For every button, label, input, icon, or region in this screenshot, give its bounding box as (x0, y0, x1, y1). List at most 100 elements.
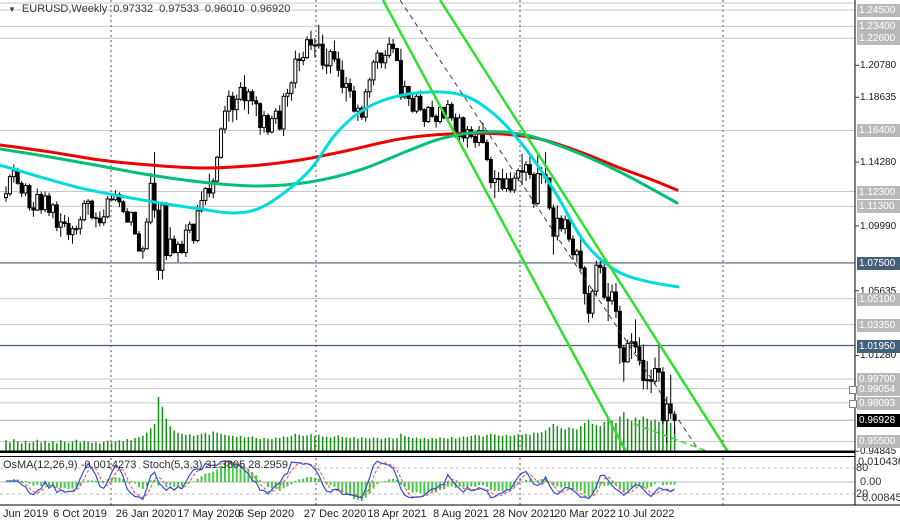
volume-bar (142, 435, 144, 451)
osma-label: OsMA(12,26,9) (3, 459, 78, 471)
volume-bar (415, 437, 418, 451)
volume-bar (103, 441, 105, 451)
candle-body (54, 204, 59, 228)
volume-bar (302, 435, 304, 451)
inner-trendline-dashed (399, 0, 701, 452)
osma-bar (618, 482, 621, 489)
volume-bar (87, 441, 89, 451)
osma-bar (415, 482, 418, 493)
volume-bar (138, 436, 140, 451)
date-label: 20 Mar 2022 (554, 508, 616, 520)
volume-bar (173, 430, 175, 451)
candle-body (47, 195, 52, 213)
volume-bar (662, 415, 664, 451)
volume-bar (560, 428, 562, 451)
osma-bar (646, 482, 649, 488)
candle-body (234, 98, 239, 111)
volume-bar (454, 438, 457, 451)
candle-body (559, 217, 564, 230)
price-level-box: 0.98093 (857, 396, 900, 410)
osma-bar (349, 482, 352, 497)
volume-bar (28, 442, 31, 451)
volume-bar (646, 418, 648, 451)
candle-body (140, 248, 145, 252)
osma-bar (431, 482, 434, 493)
price-level-box: 1.22600 (857, 32, 900, 46)
osma-bar (134, 482, 137, 484)
osma-bar (579, 482, 582, 491)
candle-body (508, 178, 513, 191)
volume-bar (91, 442, 93, 451)
volume-bar (439, 437, 441, 451)
price-tick-label: 1.14280 (860, 157, 897, 169)
osma-bar (188, 481, 191, 482)
candle-body (93, 217, 98, 220)
volume-bar (106, 440, 109, 451)
osma-bar (192, 481, 195, 482)
osma-bar (493, 482, 496, 492)
osma-bar (513, 482, 516, 487)
candle-body (328, 51, 333, 67)
volume-bar (525, 433, 527, 451)
indicator-labels: OsMA(12,26,9) -0.0014273 Stoch(5,3,3) 31… (3, 459, 288, 471)
candle-body (70, 228, 75, 236)
price-level-box: 1.12300 (857, 185, 900, 199)
candle-body (160, 204, 165, 271)
osma-bar (661, 482, 664, 486)
volume-bar (462, 436, 465, 451)
osma-bar (145, 482, 148, 487)
candle-body (277, 110, 282, 130)
volume-bar (114, 441, 117, 451)
candle-body (578, 250, 583, 269)
volume-bar (497, 435, 500, 451)
volume-bar (36, 439, 39, 451)
candle-body (176, 243, 181, 254)
osma-bar (126, 480, 129, 482)
ohlc-open: 0.97332 (113, 3, 154, 15)
trendline-anchor-marker[interactable] (849, 399, 857, 408)
volume-bar (239, 435, 242, 451)
candle-body (594, 264, 599, 292)
volume-bar (212, 431, 214, 451)
osma-bar (83, 482, 86, 483)
candle-body (195, 210, 200, 242)
osma-bar (521, 481, 524, 483)
volume-bar (380, 439, 383, 451)
trendline-anchor-marker[interactable] (849, 385, 857, 394)
candle-body (613, 291, 618, 312)
candle-body (653, 368, 658, 382)
main-chart-area (0, 0, 855, 452)
candle-body (74, 228, 79, 231)
osma-bar (571, 482, 574, 490)
volume-bar (580, 426, 582, 451)
osma-bar (28, 482, 31, 484)
volume-bar (654, 419, 656, 451)
volume-bar (75, 439, 78, 451)
price-tick-label: 0.94845 (860, 446, 897, 458)
osma-bar (525, 479, 528, 482)
candle-body (371, 61, 376, 81)
candle-body (512, 177, 517, 191)
candle-body (355, 107, 360, 112)
osma-bar (388, 479, 391, 482)
osma-bar (255, 475, 258, 482)
osma-bar (392, 478, 395, 482)
candle-body (301, 57, 306, 62)
volume-bar (427, 439, 430, 451)
volume-bar (9, 442, 11, 451)
volume-bar (325, 436, 328, 451)
candle-body (250, 91, 255, 102)
volume-bar (431, 438, 433, 451)
candle-body (324, 64, 329, 67)
channel-lower-green (381, 0, 628, 452)
candle-body (86, 200, 91, 204)
symbol-dropdown-icon[interactable]: ▼ (8, 4, 16, 14)
osma-bar (536, 480, 539, 482)
osma-bar (544, 478, 547, 482)
candle-body (101, 216, 106, 224)
ma-fast-cyan (0, 90, 680, 289)
date-label: 18 Apr 2021 (367, 508, 427, 520)
volume-bar (208, 434, 211, 451)
osma-bar (368, 482, 371, 494)
